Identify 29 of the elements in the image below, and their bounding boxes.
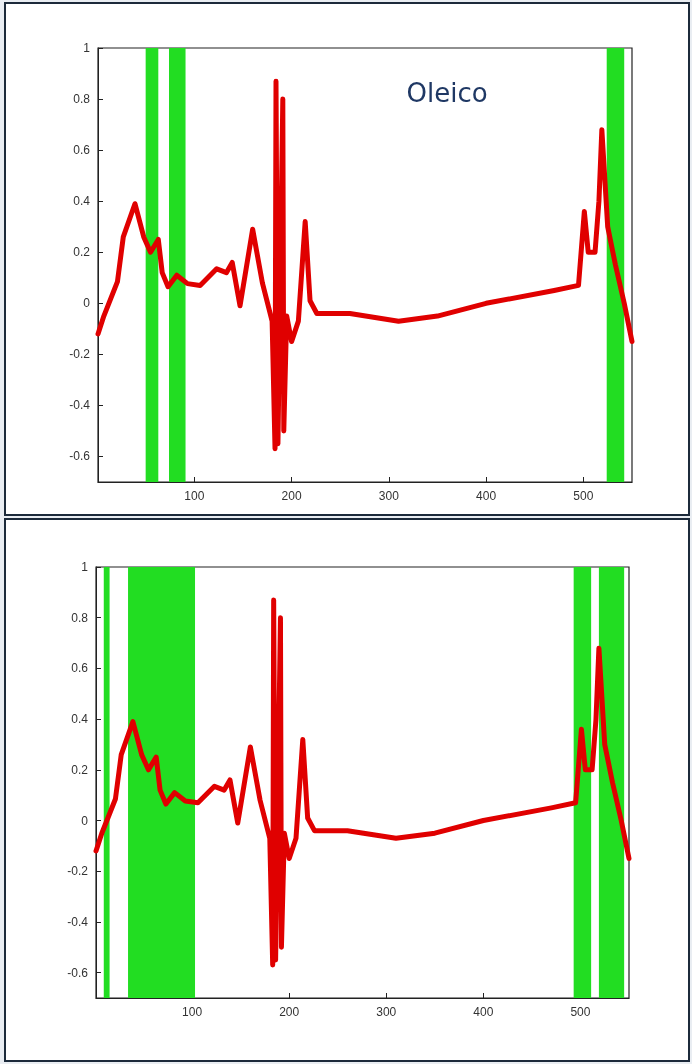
x-tick-label: 200 — [281, 489, 302, 503]
x-tick-label: 500 — [573, 489, 594, 503]
y-tick-label: -0.4 — [67, 914, 89, 929]
x-tick-label: 500 — [570, 1005, 591, 1019]
y-tick-label: 1 — [81, 560, 89, 574]
x-tick-label: 400 — [473, 1005, 494, 1019]
x-tick-label: 400 — [476, 489, 497, 503]
x-tick-label: 100 — [182, 1005, 203, 1019]
y-tick-label: 0.8 — [71, 610, 89, 625]
text: Oleico — [406, 78, 488, 109]
y-tick-label: 0.4 — [71, 712, 89, 727]
y-tick-label: -0.6 — [67, 965, 89, 980]
y-tick-label: -0.2 — [69, 347, 91, 362]
y-tick-label: 0.6 — [71, 661, 89, 676]
x-tick-label: 300 — [378, 489, 400, 503]
y-tick-label: 0 — [81, 813, 89, 828]
y-tick-label: 0.2 — [71, 762, 89, 777]
y-tick-label: 0 — [83, 296, 91, 311]
y-tick-label: -0.6 — [69, 449, 91, 464]
x-tick-label: 100 — [184, 489, 205, 503]
y-tick-label: 0.4 — [73, 194, 91, 209]
y-tick-label: 0.8 — [73, 92, 91, 107]
y-tick-label: 0.6 — [73, 143, 91, 158]
y-tick-label: -0.2 — [67, 864, 89, 879]
x-tick-label: 200 — [279, 1005, 300, 1019]
y-tick-label: 0.2 — [73, 245, 91, 260]
y-tick-label: -0.4 — [69, 398, 91, 413]
y-tick-label: 1 — [83, 41, 91, 55]
x-tick-label: 300 — [376, 1005, 397, 1019]
